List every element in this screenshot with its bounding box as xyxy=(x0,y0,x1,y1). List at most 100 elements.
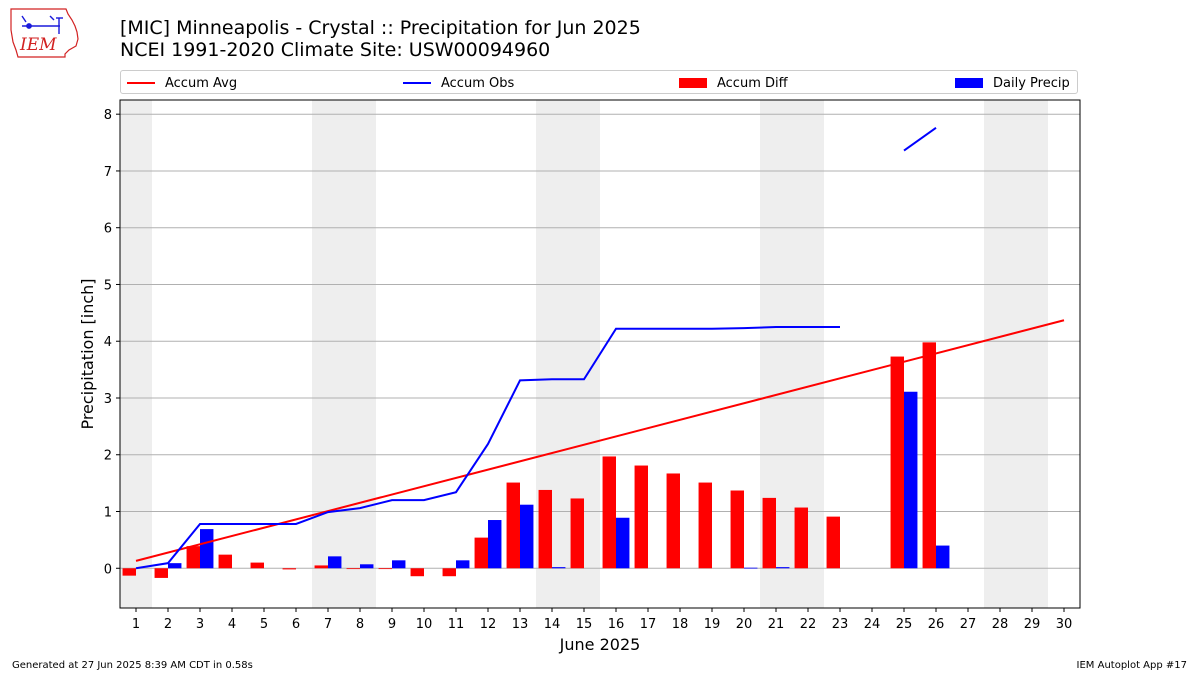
daily-precip-bar xyxy=(328,556,342,569)
y-tick-label: 3 xyxy=(104,392,112,407)
logo-text: IEM xyxy=(19,35,57,55)
x-tick-label: 11 xyxy=(448,617,465,632)
accum-diff-bar xyxy=(762,497,776,569)
accum-diff-bar xyxy=(250,562,264,569)
accum-diff-bar xyxy=(698,482,712,569)
accum-diff-bar xyxy=(154,568,168,578)
legend-swatch-accum-avg xyxy=(127,82,155,84)
weekend-shade xyxy=(120,100,152,608)
daily-precip-bar xyxy=(904,391,918,569)
y-axis-label: Precipitation [inch] xyxy=(78,278,97,429)
y-tick-label: 0 xyxy=(104,562,112,577)
x-tick-label: 13 xyxy=(512,617,529,632)
x-tick-label: 7 xyxy=(324,617,332,632)
accum-diff-bar xyxy=(442,568,456,577)
x-tick-label: 2 xyxy=(164,617,172,632)
accum-diff-bar xyxy=(826,516,840,569)
daily-precip-bar xyxy=(200,529,214,569)
legend-label-accum-avg: Accum Avg xyxy=(165,75,238,91)
x-tick-label: 6 xyxy=(292,617,300,632)
x-tick-label: 10 xyxy=(416,617,433,632)
accum-avg-line xyxy=(135,319,1065,562)
x-tick-label: 8 xyxy=(356,617,364,632)
y-tick-label: 2 xyxy=(104,449,112,464)
accum-diff-bar xyxy=(538,489,552,569)
accum-diff-bar xyxy=(378,568,392,570)
x-tick-label: 9 xyxy=(388,617,396,632)
legend-item-daily-precip: Daily Precip xyxy=(955,73,1070,93)
legend-label-accum-obs: Accum Obs xyxy=(441,75,515,91)
legend-item-accum-diff: Accum Diff xyxy=(679,73,788,93)
legend-swatch-accum-diff xyxy=(679,78,707,88)
y-tick-label: 4 xyxy=(104,335,112,350)
x-tick-label: 20 xyxy=(736,617,753,632)
x-tick-label: 26 xyxy=(928,617,945,632)
x-tick-label: 15 xyxy=(576,617,593,632)
x-tick-label: 14 xyxy=(544,617,561,632)
x-tick-label: 22 xyxy=(800,617,817,632)
daily-precip-bar xyxy=(520,504,534,569)
accum-diff-bar xyxy=(794,507,808,569)
legend-swatch-daily-precip xyxy=(955,78,983,88)
x-tick-label: 19 xyxy=(704,617,721,632)
y-tick-label: 6 xyxy=(104,222,112,237)
x-tick-label: 28 xyxy=(992,617,1009,632)
generated-timestamp: Generated at 27 Jun 2025 8:39 AM CDT in … xyxy=(12,660,253,671)
legend-item-accum-obs: Accum Obs xyxy=(403,73,514,93)
accum-diff-bar xyxy=(218,554,232,569)
x-tick-label: 21 xyxy=(768,617,785,632)
accum-obs-line xyxy=(903,126,937,152)
accum-diff-bar xyxy=(282,568,296,570)
accum-diff-bar xyxy=(346,568,360,570)
x-tick-label: 5 xyxy=(260,617,268,632)
plot-frame xyxy=(119,99,1081,609)
daily-precip-bar xyxy=(744,567,758,569)
weekend-shade xyxy=(312,100,376,608)
daily-precip-bar xyxy=(360,564,374,569)
daily-precip-bar xyxy=(552,567,566,569)
x-tick-label: 3 xyxy=(196,617,204,632)
accum-diff-bar xyxy=(922,342,936,569)
y-tick-label: 1 xyxy=(104,506,112,521)
x-tick-label: 27 xyxy=(960,617,977,632)
autoplot-app-label: IEM Autoplot App #17 xyxy=(1076,660,1187,671)
weekend-shade xyxy=(984,100,1048,608)
weather-station-icon xyxy=(21,15,63,34)
x-tick-label: 30 xyxy=(1056,617,1073,632)
x-tick-label: 1 xyxy=(132,617,140,632)
x-tick-label: 4 xyxy=(228,617,236,632)
x-tick-label: 12 xyxy=(480,617,497,632)
daily-precip-bar xyxy=(776,567,790,569)
legend-label-daily-precip: Daily Precip xyxy=(993,75,1070,91)
x-tick-label: 25 xyxy=(896,617,913,632)
daily-precip-bar xyxy=(616,517,630,569)
iem-logo: IEM xyxy=(10,8,79,58)
chart-title: [MIC] Minneapolis - Crystal :: Precipita… xyxy=(120,17,641,39)
daily-precip-bar xyxy=(488,520,502,569)
y-tick-label: 7 xyxy=(104,165,112,180)
accum-diff-bar xyxy=(634,465,648,569)
daily-precip-bar xyxy=(168,563,182,569)
accum-diff-bar xyxy=(314,565,328,569)
accum-diff-bar xyxy=(602,456,616,569)
accum-obs-line xyxy=(135,326,840,570)
legend-item-accum-avg: Accum Avg xyxy=(127,73,237,93)
x-tick-label: 29 xyxy=(1024,617,1041,632)
accum-diff-bar xyxy=(186,546,200,569)
accum-diff-bar xyxy=(730,490,744,569)
daily-precip-bar xyxy=(936,545,950,569)
chart-subtitle: NCEI 1991-2020 Climate Site: USW00094960 xyxy=(120,39,551,61)
daily-precip-bar xyxy=(392,560,406,569)
chart-legend: Accum Avg Accum Obs Accum Diff Daily Pre… xyxy=(120,70,1078,94)
legend-swatch-accum-obs xyxy=(403,82,431,84)
x-tick-label: 16 xyxy=(608,617,625,632)
accum-diff-bar xyxy=(666,473,680,569)
x-tick-label: 23 xyxy=(832,617,849,632)
iowa-outline-icon xyxy=(10,8,79,58)
x-axis-label: June 2025 xyxy=(559,635,641,654)
daily-precip-bar xyxy=(456,560,470,569)
accum-diff-bar xyxy=(570,498,584,569)
y-tick-label: 5 xyxy=(104,278,112,293)
accum-diff-bar xyxy=(474,537,488,569)
